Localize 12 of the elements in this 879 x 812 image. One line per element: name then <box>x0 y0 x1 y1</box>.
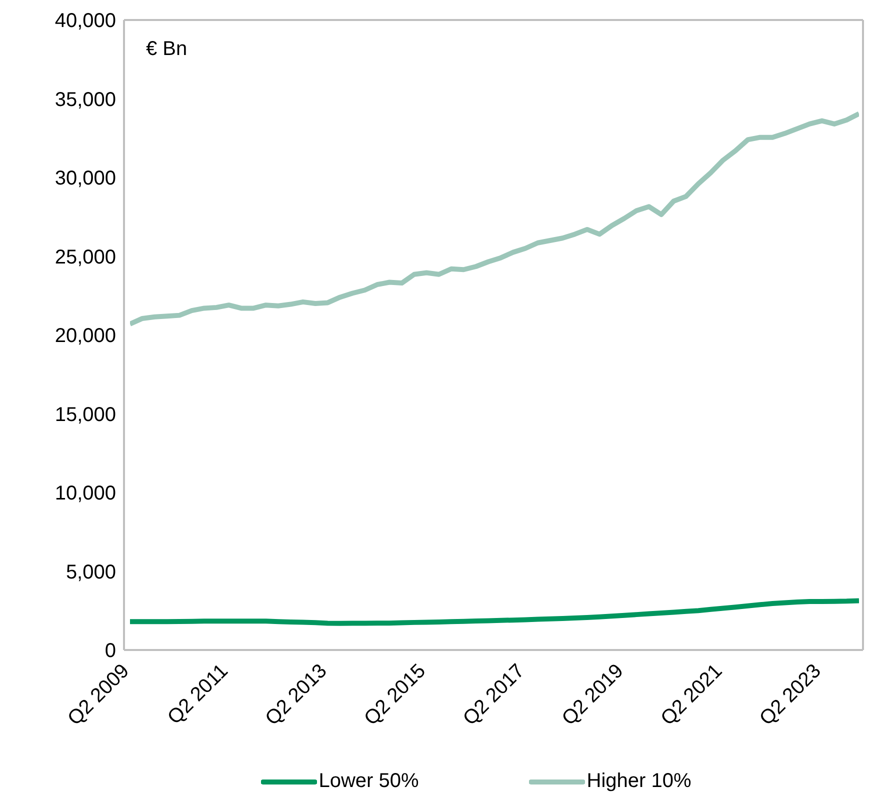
annotation: € Bn <box>146 38 188 61</box>
legend-label: Lower 50% <box>318 770 419 793</box>
y-tick-label: 40,000 <box>54 10 116 32</box>
y-tick-label: 5,000 <box>66 561 116 584</box>
y-tick-label: 0 <box>104 640 116 662</box>
y-tick-label: 15,000 <box>54 404 116 426</box>
legend-label: Higher 10% <box>586 770 692 793</box>
y-tick-label: 25,000 <box>54 246 116 268</box>
y-tick-label: 30,000 <box>54 168 116 190</box>
y-tick-label: 20,000 <box>54 325 116 348</box>
y-tick-label: 35,000 <box>54 88 116 111</box>
y-tick-label: 10,000 <box>54 482 116 505</box>
